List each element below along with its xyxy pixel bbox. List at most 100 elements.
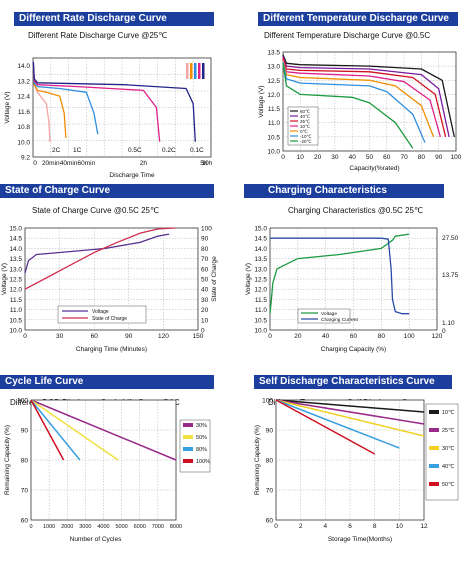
x-axis-label: Charging Capacity (%) — [321, 346, 386, 353]
x-tick-label: 60 — [91, 333, 99, 340]
y-tick-label: 12.0 — [267, 92, 280, 99]
series-line-3 — [282, 58, 442, 138]
x-tick-label: 90 — [435, 154, 443, 161]
y-tick-label: 11.0 — [255, 307, 268, 314]
panel-header-cycle-life: Cycle Life Curve — [0, 375, 214, 389]
series-line-50pct — [30, 399, 119, 461]
x-tick-label: 70 — [400, 154, 408, 161]
x-tick-label: 20 — [294, 333, 302, 340]
legend-swatch — [429, 464, 439, 468]
y2-tick-label: 100 — [201, 226, 212, 233]
x-axis-label: Capacity(%rated) — [349, 165, 399, 172]
legend-label: 30% — [196, 423, 207, 429]
x-tick-label: 80 — [418, 154, 426, 161]
y-tick-label: 100 — [17, 398, 28, 405]
x-tick-label: 40 — [349, 154, 357, 161]
series-line-80pct — [30, 399, 81, 461]
y-tick-label: 13.0 — [9, 266, 22, 273]
x-tick-label: 10 — [396, 523, 404, 530]
y-tick-label: 90 — [266, 428, 274, 435]
y-tick-label: 90 — [21, 428, 29, 435]
series-line-4 — [275, 399, 376, 455]
y-axis-label: Remaining Capacity (%) — [4, 425, 11, 495]
y-tick-label: 10.5 — [9, 317, 22, 324]
x-axis-label: Number of Cycles — [70, 536, 122, 543]
series-line-charging-current — [270, 237, 410, 315]
chart-title-temperature-discharge: Different Temperature Discharge Curve @0… — [264, 31, 431, 40]
y-tick-label: 15.0 — [9, 226, 22, 233]
series-line-6 — [282, 63, 414, 149]
x-tick-label: 7000 — [152, 524, 164, 530]
series-line-1 — [275, 399, 425, 425]
y-tick-label: 12.5 — [9, 277, 22, 284]
x-tick-label: 150 — [193, 333, 204, 340]
x-tick-label: 40 — [322, 333, 330, 340]
y-tick-label: 11.5 — [10, 297, 23, 304]
y-tick-label: 14.5 — [9, 236, 22, 243]
series-line-2 — [275, 399, 425, 437]
y-tick-label: 13.5 — [254, 256, 267, 263]
series-line-4 — [282, 60, 435, 138]
legend-label: 40℃ — [442, 463, 454, 470]
y-tick-label: 12.0 — [254, 287, 267, 294]
y2-tick-label: 60 — [201, 266, 209, 273]
y-tick-label: 60 — [266, 518, 274, 525]
chart-title-rate-discharge: Different Rate Discharge Curve @25℃ — [28, 31, 168, 40]
x-tick-label: 60min — [78, 160, 96, 167]
y-tick-label: 60 — [21, 518, 29, 525]
legend-swatch — [429, 446, 439, 450]
series-line-100pct — [30, 399, 65, 461]
legend-label: 40℃ — [300, 114, 310, 119]
y-tick-label: 70 — [21, 488, 29, 495]
y-tick-label: 11.0 — [10, 307, 23, 314]
y2-tick-label: 50 — [201, 277, 209, 284]
y2-axis-label: State of Charge — [211, 256, 218, 302]
x-tick-label: 6 — [348, 523, 352, 530]
y-tick-label: 10.0 — [254, 328, 267, 335]
legend-swatch — [198, 63, 201, 79]
y-tick-label: 13.0 — [267, 64, 280, 71]
y-tick-label: 12.0 — [9, 287, 22, 294]
legend-label: Charging Current — [321, 317, 358, 323]
x-tick-label: 90 — [125, 333, 133, 340]
x-tick-label: 5h — [200, 160, 208, 167]
y-tick-label: 13.5 — [9, 256, 22, 263]
x-tick-label: 80 — [378, 333, 386, 340]
legend-swatch — [194, 63, 197, 79]
y2-tick-label: 30 — [201, 297, 209, 304]
y-tick-label: 10.5 — [254, 317, 267, 324]
x-axis-label: Storage Time(Months) — [328, 536, 392, 543]
y-tick-label: 14.0 — [254, 246, 267, 253]
x-tick-label: 0 — [281, 154, 285, 161]
x-tick-label: 8 — [373, 523, 377, 530]
x-tick-label: 30 — [56, 333, 64, 340]
panel-header-charging: Charging Characteristics — [244, 184, 444, 198]
y-tick-label: 100 — [262, 398, 273, 405]
curve-label: 0.1C — [190, 147, 204, 154]
y2-tick-label: 90 — [201, 236, 209, 243]
y-tick-label: 70 — [266, 488, 274, 495]
right-axis-label: 1.10 — [442, 320, 455, 327]
x-tick-label: 6000 — [134, 524, 146, 530]
x-tick-label: 3000 — [79, 524, 91, 530]
legend-swatch — [183, 435, 193, 439]
y-tick-label: 12.4 — [17, 94, 30, 101]
y-tick-label: 10.0 — [267, 149, 280, 156]
x-tick-label: 8000 — [170, 524, 182, 530]
y-tick-label: 15.0 — [254, 226, 267, 233]
x-tick-label: 5000 — [116, 524, 128, 530]
legend-label: 30℃ — [442, 445, 454, 452]
legend-label: 10℃ — [300, 124, 310, 129]
x-tick-label: 0 — [33, 160, 37, 167]
panel-header-rate-discharge: Different Rate Discharge Curve — [14, 12, 214, 26]
legend-label: Voltage — [92, 309, 109, 315]
legend-swatch — [183, 447, 193, 451]
curve-label: 2C — [52, 147, 61, 154]
y-tick-label: 14.0 — [9, 246, 22, 253]
right-axis-label: 27.50 — [442, 235, 459, 242]
x-tick-label: 12 — [420, 523, 428, 530]
curve-label: 1C — [73, 147, 82, 154]
legend-label: 50% — [196, 435, 207, 441]
